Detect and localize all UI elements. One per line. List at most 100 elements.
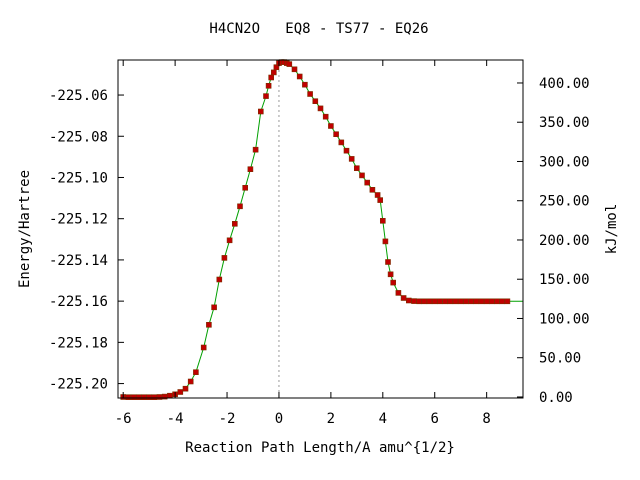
data-point [437, 298, 443, 305]
data-point [270, 69, 277, 76]
data-point [447, 298, 454, 305]
data-point [221, 255, 228, 261]
series-line [123, 61, 523, 398]
y-tick-label: -225.12 [49, 212, 108, 228]
x-tick-label: 4 [379, 411, 387, 427]
data-point [136, 394, 142, 401]
data-point [263, 93, 269, 99]
x-axis: -6 -4 -2 0 2 4 6 8 [115, 60, 491, 427]
data-point [317, 105, 324, 112]
data-point [141, 394, 147, 401]
data-point [431, 298, 438, 305]
y2-tick-label: 400.00 [539, 76, 590, 92]
data-point [364, 179, 371, 186]
data-point [257, 108, 264, 115]
y-tick-label: -225.20 [49, 377, 108, 393]
data-point [499, 298, 506, 305]
y-axis-left: -225.20 -225.18 -225.16 -225.14 -225.12 -225.… [49, 88, 124, 393]
plot-frame [117, 59, 524, 399]
chart-title: H4CN2O EQ8 - TS77 - EQ26 [209, 21, 428, 37]
x-tick-label: 0 [275, 411, 283, 427]
data-point [200, 344, 207, 351]
data-point [130, 394, 137, 401]
data-point [333, 131, 339, 137]
y2-tick-label: 300.00 [539, 154, 590, 170]
data-point [343, 147, 350, 154]
x-tick-label: -6 [115, 411, 132, 427]
y-tick-label: -225.16 [49, 294, 108, 310]
plot-area [120, 59, 523, 401]
data-point [395, 290, 402, 296]
data-point [468, 298, 474, 305]
data-point [405, 297, 412, 304]
data-point [426, 298, 433, 305]
x-tick-label: -2 [219, 411, 236, 427]
x-tick-label: 6 [431, 411, 439, 427]
data-point [374, 192, 381, 198]
data-point [286, 61, 293, 67]
data-point [338, 139, 345, 146]
data-point [247, 166, 254, 172]
y-axis-label: Energy/Hartree [17, 170, 33, 288]
data-point [504, 298, 511, 305]
data-point [473, 298, 480, 305]
data-point [377, 197, 384, 203]
y2-tick-label: 150.00 [539, 272, 590, 288]
data-point [151, 394, 158, 401]
data-point [242, 185, 248, 191]
y-tick-label: -225.18 [49, 335, 108, 351]
data-point [167, 392, 173, 399]
data-point [232, 221, 238, 227]
y2-tick-label: 250.00 [539, 194, 590, 210]
data-point [296, 73, 303, 80]
data-point [463, 298, 469, 305]
y-axis-right: 0.00 50.00 100.00 150.00 200.00 250.00 300.00 3… [517, 76, 590, 406]
data-point [312, 98, 319, 104]
data-point [265, 83, 272, 89]
data-point [442, 298, 448, 305]
y2-tick-label: 0.00 [539, 390, 573, 406]
data-point [382, 238, 389, 245]
data-point [182, 385, 189, 392]
data-point [322, 113, 329, 120]
data-point [421, 298, 428, 305]
data-point [483, 298, 490, 305]
data-point [359, 172, 365, 179]
y-tick-label: -225.10 [49, 170, 108, 186]
data-point [488, 298, 495, 305]
y2-tick-label: 200.00 [539, 233, 590, 249]
y-tick-label: -225.06 [49, 88, 108, 104]
data-point [291, 66, 298, 73]
data-point [206, 321, 212, 328]
x-tick-label: 8 [482, 411, 490, 427]
x-tick-label: -4 [167, 411, 184, 427]
data-point [216, 276, 223, 283]
y2-tick-label: 50.00 [539, 351, 581, 367]
data-point [452, 298, 459, 305]
y-tick-label: -225.08 [49, 129, 108, 145]
x-tick-label: 2 [327, 411, 335, 427]
y2-tick-label: 350.00 [539, 115, 590, 131]
x-axis-label: Reaction Path Length/A amu^{1/2} [185, 440, 455, 456]
data-points [120, 59, 511, 401]
data-point [307, 91, 313, 97]
data-point [237, 203, 243, 210]
data-point [411, 298, 417, 304]
data-point [369, 187, 376, 193]
data-point [268, 74, 275, 81]
data-point [348, 156, 355, 162]
data-point [252, 146, 259, 153]
data-point [390, 279, 397, 286]
data-point [387, 271, 394, 278]
data-point [146, 394, 152, 401]
data-point [187, 378, 194, 385]
data-point [226, 237, 233, 244]
data-point [379, 218, 386, 224]
data-point [478, 298, 485, 305]
data-point [193, 369, 199, 376]
data-point [328, 123, 334, 129]
y2-axis-label: kJ/mol [604, 204, 620, 255]
y2-tick-label: 100.00 [539, 311, 590, 327]
data-point [302, 81, 308, 88]
